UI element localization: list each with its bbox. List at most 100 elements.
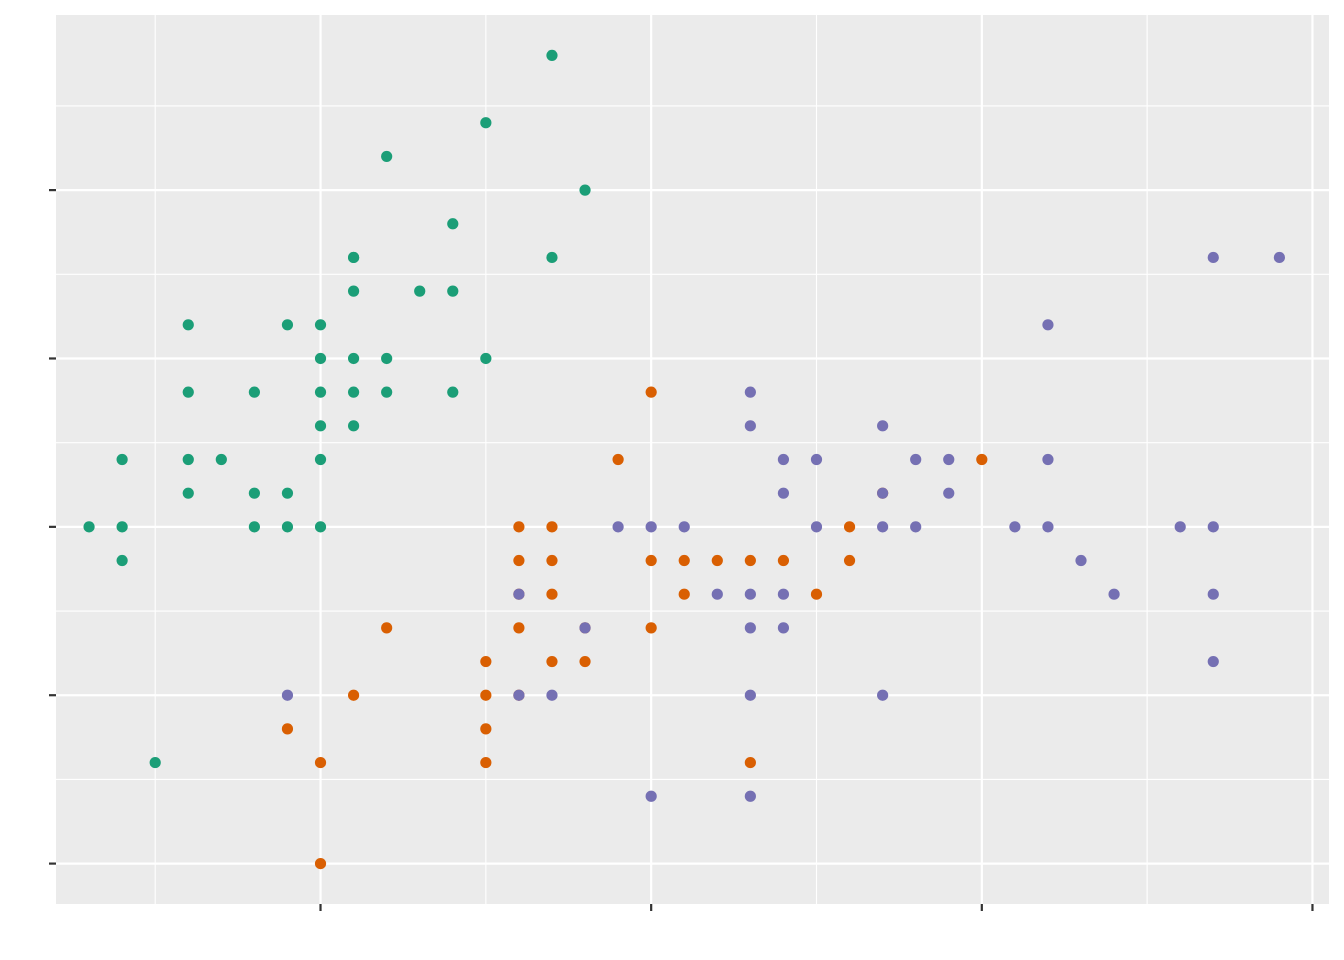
data-point-series-3 (777, 622, 790, 634)
data-point-series-2 (744, 554, 756, 567)
data-point-series-1 (281, 487, 294, 499)
data-point-series-3 (1042, 319, 1054, 331)
data-point-series-3 (943, 453, 955, 466)
data-point-series-1 (281, 319, 294, 331)
data-point-series-1 (248, 521, 260, 533)
data-point-series-3 (645, 790, 657, 802)
plot-panel (56, 15, 1329, 904)
data-point-series-3 (910, 453, 922, 466)
data-point-series-3 (1042, 453, 1054, 466)
data-point-series-1 (182, 319, 194, 331)
data-point-series-1 (182, 386, 194, 398)
data-point-series-2 (678, 588, 690, 600)
data-points (83, 49, 1286, 870)
data-point-series-1 (314, 352, 327, 365)
data-point-series-2 (546, 655, 558, 668)
data-point-series-2 (513, 521, 525, 533)
data-point-series-2 (314, 756, 327, 769)
data-point-series-2 (843, 521, 856, 533)
data-point-series-1 (182, 453, 194, 466)
data-point-series-3 (1207, 588, 1219, 600)
data-point-series-2 (546, 554, 558, 567)
data-point-series-2 (480, 689, 492, 701)
data-point-series-2 (612, 453, 624, 466)
minor-gridlines (56, 15, 1329, 904)
data-point-series-3 (546, 689, 558, 701)
data-point-series-2 (480, 723, 492, 735)
data-point-series-2 (347, 689, 360, 701)
data-point-series-2 (744, 756, 756, 769)
data-point-series-3 (810, 453, 823, 466)
data-point-series-1 (215, 453, 227, 466)
data-point-series-2 (678, 554, 690, 567)
data-point-series-2 (711, 554, 723, 567)
data-point-series-3 (1009, 521, 1021, 533)
data-point-series-3 (744, 790, 756, 802)
data-point-series-2 (645, 554, 657, 567)
data-point-series-1 (381, 386, 393, 398)
data-point-series-1 (182, 487, 194, 499)
data-point-series-2 (546, 521, 558, 533)
data-point-series-1 (546, 49, 558, 62)
data-point-series-1 (248, 386, 260, 398)
data-point-series-3 (910, 521, 922, 533)
data-point-series-2 (810, 588, 823, 600)
data-point-series-2 (513, 622, 525, 634)
data-point-series-1 (414, 285, 426, 297)
data-point-series-3 (579, 622, 591, 634)
data-point-series-2 (976, 453, 988, 466)
data-point-series-3 (1174, 521, 1186, 533)
data-point-series-2 (579, 655, 591, 668)
data-point-series-1 (248, 487, 260, 499)
data-point-series-1 (314, 453, 327, 466)
data-point-series-3 (744, 689, 756, 701)
data-point-series-2 (645, 386, 657, 398)
data-point-series-3 (777, 453, 790, 466)
data-point-series-1 (347, 285, 360, 297)
data-point-series-3 (513, 588, 525, 600)
data-point-series-3 (810, 521, 823, 533)
data-point-series-1 (116, 521, 128, 533)
data-point-series-1 (381, 150, 393, 163)
data-point-series-1 (314, 420, 327, 432)
data-point-series-3 (645, 521, 657, 533)
data-point-series-3 (777, 487, 790, 499)
data-point-series-3 (877, 487, 889, 499)
x-axis (319, 904, 1314, 911)
data-point-series-3 (943, 487, 955, 499)
data-point-series-1 (480, 352, 492, 365)
data-point-series-3 (612, 521, 624, 533)
data-point-series-2 (381, 622, 393, 634)
data-point-series-1 (314, 319, 327, 331)
data-point-series-3 (877, 420, 889, 432)
data-point-series-2 (546, 588, 558, 600)
data-point-series-2 (480, 655, 492, 668)
data-point-series-1 (447, 218, 459, 230)
data-point-series-3 (744, 588, 756, 600)
data-point-series-1 (347, 420, 360, 432)
data-point-series-3 (1207, 521, 1219, 533)
data-point-series-1 (83, 521, 95, 533)
major-gridlines (56, 15, 1329, 904)
data-point-series-2 (281, 723, 294, 735)
data-point-series-3 (1273, 251, 1286, 264)
data-point-series-1 (116, 554, 128, 567)
data-point-series-1 (381, 352, 393, 365)
data-point-series-1 (314, 386, 327, 398)
data-point-series-2 (777, 554, 790, 567)
data-point-series-1 (447, 285, 459, 297)
data-point-series-3 (777, 588, 790, 600)
data-point-series-3 (744, 386, 756, 398)
data-point-series-2 (843, 554, 856, 567)
data-point-series-1 (347, 251, 360, 264)
data-point-series-3 (711, 588, 723, 600)
data-point-series-3 (1075, 554, 1087, 567)
data-point-series-3 (1108, 588, 1120, 600)
data-point-series-1 (314, 521, 327, 533)
data-point-series-3 (1042, 521, 1054, 533)
data-point-series-1 (149, 756, 161, 769)
data-point-series-3 (877, 689, 889, 701)
data-point-series-1 (347, 352, 360, 365)
y-axis (49, 189, 56, 865)
